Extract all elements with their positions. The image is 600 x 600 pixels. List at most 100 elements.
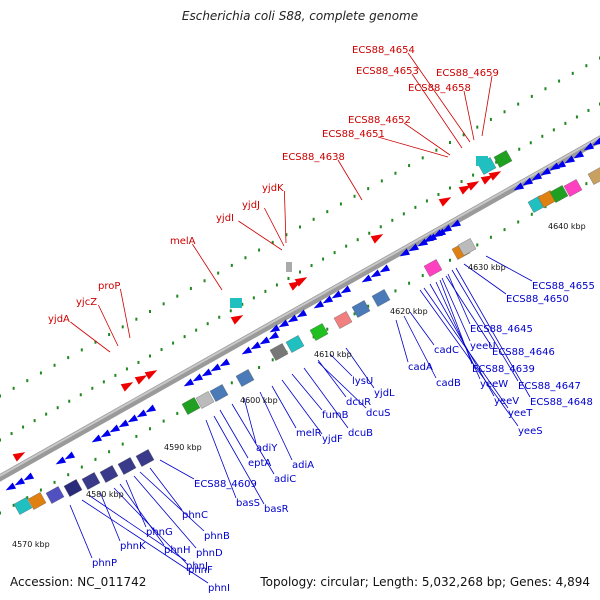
lower-tick-dot	[421, 274, 424, 278]
inner-tick-dot	[425, 199, 428, 203]
gene-label-forward[interactable]: ECS88_4651	[322, 129, 385, 140]
gene-label-reverse[interactable]: adiA	[292, 460, 314, 471]
inner-tick-dot	[541, 134, 544, 138]
gene-label-reverse[interactable]: yjdL	[374, 388, 395, 399]
gene-label-forward[interactable]: yjdI	[216, 213, 234, 224]
gene-label-reverse[interactable]: cadC	[434, 345, 459, 356]
gene-label-forward[interactable]: melA	[170, 236, 196, 247]
leader-line	[337, 159, 363, 201]
gene-arrow	[549, 162, 561, 171]
gene-arrow	[480, 175, 494, 185]
gene-label-reverse[interactable]: phnD	[196, 548, 223, 559]
lower-tick-dot	[108, 450, 111, 454]
gene-label-reverse[interactable]: ECS88_4648	[530, 397, 593, 408]
gene-label-reverse[interactable]: melR	[296, 428, 322, 439]
map-title: Escherichia coli S88, complete genome	[181, 9, 419, 23]
gene-label-reverse[interactable]: phnB	[204, 531, 230, 542]
gene-arrow	[278, 319, 290, 328]
upper-tick-dot	[67, 356, 70, 360]
gene-label-reverse[interactable]: ECS88_4650	[506, 294, 569, 305]
leader-line	[70, 321, 111, 353]
inner-tick-dot	[114, 373, 117, 377]
gene-label-forward[interactable]: ECS88_4659	[436, 68, 499, 79]
upper-tick-dot	[80, 348, 83, 352]
upper-tick-dot	[299, 225, 301, 229]
leader-line	[213, 415, 265, 505]
gene-label-reverse[interactable]: fumB	[322, 410, 349, 421]
gene-label-reverse[interactable]: lysU	[352, 376, 373, 387]
gene-label-reverse[interactable]: ECS88_4647	[518, 381, 581, 392]
gene-label-reverse[interactable]: phnG	[146, 527, 173, 538]
lower-tick-dot	[517, 220, 520, 224]
inner-tick-dot	[575, 115, 578, 119]
upper-tick-dot	[312, 217, 315, 221]
gene-arrow	[14, 477, 26, 486]
upper-tick-dot	[367, 187, 370, 191]
gene-label-forward[interactable]: yjdK	[262, 183, 284, 194]
leader-line	[291, 373, 323, 411]
gene-label-reverse[interactable]: phnP	[92, 558, 117, 569]
gene-label-reverse[interactable]: phnI	[208, 583, 230, 594]
gene-label-reverse[interactable]: ECS88_4646	[492, 347, 555, 358]
leader-line	[119, 483, 165, 546]
gene-label-reverse[interactable]: yjdF	[322, 434, 343, 445]
leader-line	[219, 409, 249, 459]
gene-label-reverse[interactable]: yeeT	[508, 408, 533, 419]
gene-label-reverse[interactable]: cadB	[436, 378, 461, 389]
gene-label-reverse[interactable]: phnF	[188, 565, 213, 576]
gene-label-reverse[interactable]: eptA	[248, 458, 271, 469]
gene-label-reverse[interactable]: basS	[236, 498, 260, 509]
gene-arrow	[488, 171, 502, 181]
gene-label-reverse[interactable]: ECS88_4609	[194, 479, 257, 490]
gene-label-reverse[interactable]: dcuS	[366, 408, 391, 419]
gene-arrow	[296, 309, 308, 318]
lower-tick-dot	[67, 473, 70, 477]
gene-label-forward[interactable]: yjdJ	[242, 200, 260, 211]
gene-label-reverse[interactable]: phnH	[164, 545, 191, 556]
gene-label-forward[interactable]: ECS88_4652	[348, 115, 411, 126]
gene-arrow	[250, 341, 262, 350]
upper-tick-dot	[121, 325, 124, 329]
gene-label-reverse[interactable]: phnC	[182, 510, 208, 521]
gene-arrows-layer	[5, 137, 600, 491]
lower-tick-dot	[0, 511, 1, 515]
lower-tick-dot	[408, 281, 411, 285]
gene-label-forward[interactable]: ECS88_4658	[408, 83, 471, 94]
feature-block	[333, 311, 353, 329]
gene-label-reverse[interactable]: dcuR	[346, 397, 371, 408]
gene-arrow	[432, 229, 444, 238]
gene-arrow	[219, 358, 231, 367]
inner-tick-dot	[449, 186, 451, 190]
gene-label-forward[interactable]: proP	[98, 281, 120, 292]
gene-label-reverse[interactable]: basR	[264, 504, 289, 515]
upper-tick-dot	[271, 240, 274, 244]
gene-arrow	[136, 409, 148, 418]
gene-label-reverse[interactable]: phnJ	[186, 561, 208, 572]
gene-label-reverse[interactable]: adiY	[256, 443, 278, 454]
gene-label-reverse[interactable]: yeeS	[518, 426, 543, 437]
gene-label-reverse[interactable]: adiC	[274, 474, 296, 485]
gene-label-reverse[interactable]: yeeW	[480, 379, 508, 390]
upper-tick-dot	[408, 164, 411, 168]
gene-arrow	[583, 142, 595, 151]
gene-arrow	[12, 452, 26, 462]
gene-label-forward[interactable]: ECS88_4654	[352, 45, 415, 56]
gene-label-forward[interactable]: yjcZ	[76, 297, 97, 308]
gene-arrow	[564, 155, 576, 164]
feature-block	[27, 492, 47, 510]
leader-line	[441, 277, 471, 342]
gene-label-reverse[interactable]: dcuB	[348, 428, 373, 439]
gene-label-reverse[interactable]: ECS88_4645	[470, 324, 533, 335]
gene-label-reverse[interactable]: yeeV	[494, 396, 519, 407]
lower-tick-dot	[230, 381, 233, 385]
gene-label-forward[interactable]: ECS88_4653	[356, 66, 419, 77]
gene-label-reverse[interactable]: cadA	[408, 362, 433, 373]
gene-label-reverse[interactable]: ECS88_4655	[532, 281, 595, 292]
gene-label-forward[interactable]: ECS88_4638	[282, 152, 345, 163]
gene-label-reverse[interactable]: ECS88_4639	[472, 364, 535, 375]
gene-arrow	[331, 290, 343, 299]
gene-arrow	[438, 197, 452, 207]
gene-label-reverse[interactable]: yeeU	[470, 341, 496, 352]
gene-label-reverse[interactable]: phnK	[120, 541, 146, 552]
gene-label-forward[interactable]: yjdA	[48, 314, 70, 325]
